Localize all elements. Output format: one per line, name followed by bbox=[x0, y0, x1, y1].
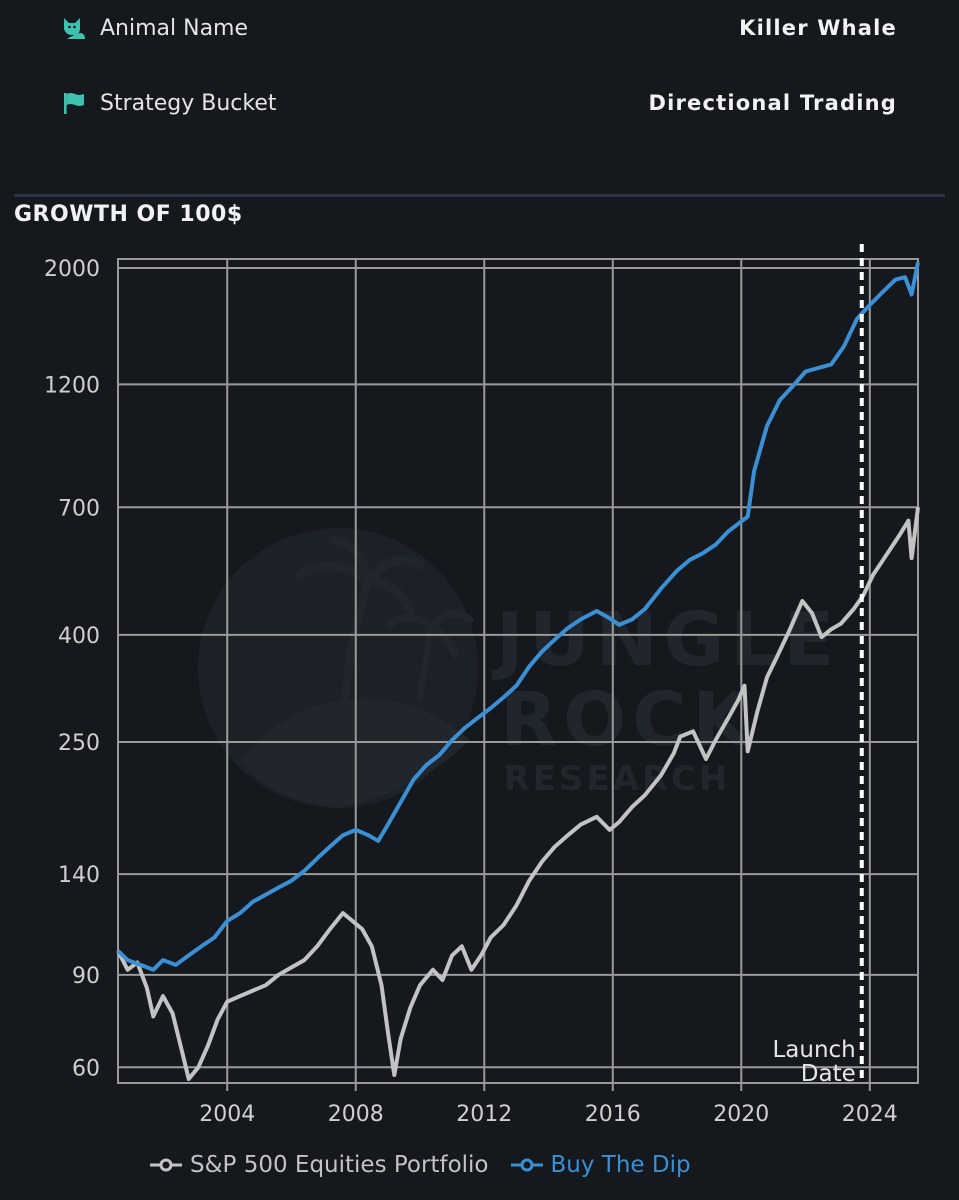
y-tick-label: 400 bbox=[58, 624, 100, 649]
x-tick-label: 2016 bbox=[585, 1102, 641, 1127]
launch-date-label-line1: Launch bbox=[772, 1037, 855, 1063]
y-tick-label: 2000 bbox=[44, 257, 100, 282]
legend-item-sp500[interactable]: S&P 500 Equities Portfolio bbox=[150, 1152, 489, 1178]
growth-chart: JUNGLE ROCK RESEARCH 60 90 140 250 400 700 120… bbox=[44, 244, 920, 1127]
y-tick-label: 1200 bbox=[44, 373, 100, 398]
legend-marker-sp500 bbox=[150, 1158, 182, 1172]
strategy-bucket-row: Strategy Bucket Directional Trading bbox=[60, 83, 897, 123]
x-tick-label: 2008 bbox=[328, 1102, 384, 1127]
y-tick-label: 140 bbox=[58, 863, 100, 888]
launch-date-label-line2: Date bbox=[801, 1061, 856, 1087]
flag-icon bbox=[60, 89, 88, 117]
y-tick-label: 700 bbox=[58, 496, 100, 521]
legend-label-buy-the-dip: Buy The Dip bbox=[550, 1152, 691, 1178]
plot-frame bbox=[117, 258, 919, 1084]
animal-name-row: Animal Name Killer Whale bbox=[60, 8, 897, 48]
x-tick-label: 2012 bbox=[456, 1102, 512, 1127]
legend-label-sp500: S&P 500 Equities Portfolio bbox=[190, 1152, 489, 1178]
watermark-line1: JUNGLE bbox=[491, 597, 840, 683]
series-line-sp500 bbox=[116, 507, 920, 1081]
legend-item-buy-the-dip[interactable]: Buy The Dip bbox=[510, 1152, 691, 1178]
chart-legend: S&P 500 Equities Portfolio Buy The Dip bbox=[150, 1152, 713, 1178]
cat-icon bbox=[60, 14, 88, 42]
y-tick-label: 60 bbox=[72, 1056, 100, 1081]
x-tick-label: 2004 bbox=[199, 1102, 255, 1127]
x-tick-label: 2020 bbox=[713, 1102, 769, 1127]
section-divider bbox=[14, 194, 945, 197]
strategy-bucket-value: Directional Trading bbox=[648, 91, 897, 115]
x-tick-label: 2024 bbox=[842, 1102, 898, 1127]
series-line-buy-the-dip bbox=[116, 261, 920, 972]
watermark-line2: ROCK bbox=[500, 677, 756, 763]
jungle-rock-watermark: JUNGLE ROCK RESEARCH bbox=[198, 528, 840, 808]
strategy-bucket-label: Strategy Bucket bbox=[100, 90, 277, 116]
y-tick-label: 90 bbox=[72, 964, 100, 989]
chart-title: GROWTH OF 100$ bbox=[14, 202, 243, 227]
y-tick-label: 250 bbox=[58, 731, 100, 756]
animal-name-label: Animal Name bbox=[100, 15, 249, 41]
legend-marker-buy-the-dip bbox=[510, 1158, 543, 1172]
watermark-line3: RESEARCH bbox=[503, 759, 730, 799]
animal-name-value: Killer Whale bbox=[739, 16, 897, 40]
